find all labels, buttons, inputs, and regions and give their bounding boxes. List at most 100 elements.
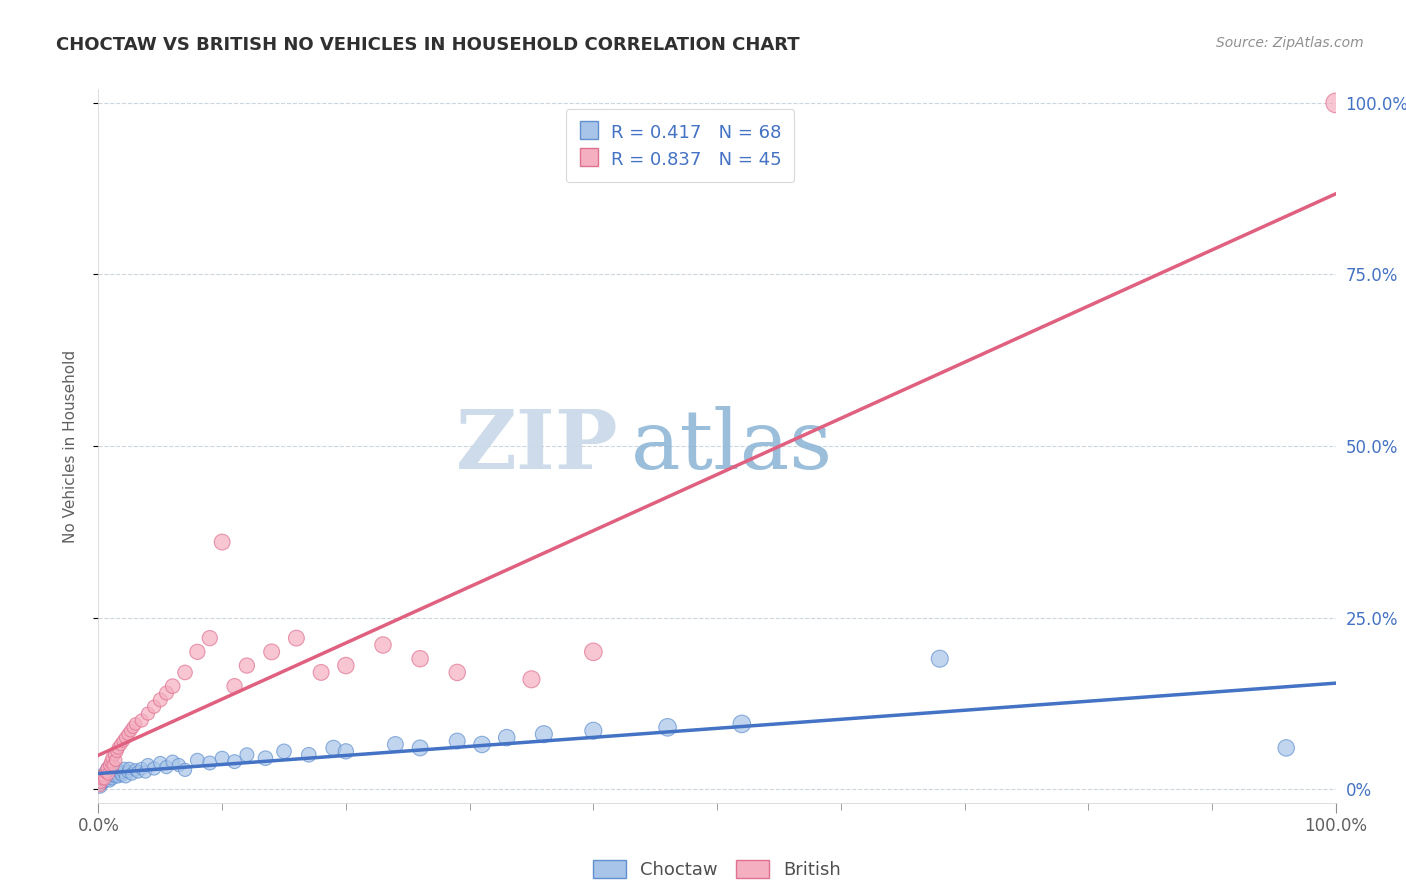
Point	[198, 631, 221, 645]
Point	[118, 762, 141, 776]
Point	[322, 740, 344, 755]
Point	[371, 638, 394, 652]
Text: CHOCTAW VS BRITISH NO VEHICLES IN HOUSEHOLD CORRELATION CHART: CHOCTAW VS BRITISH NO VEHICLES IN HOUSEH…	[56, 36, 800, 54]
Point	[298, 747, 321, 762]
Point	[96, 762, 118, 776]
Point	[143, 762, 166, 776]
Point	[98, 764, 121, 779]
Point	[93, 768, 115, 782]
Point	[93, 767, 115, 781]
Point	[224, 679, 246, 693]
Point	[124, 717, 146, 731]
Point	[112, 764, 135, 779]
Point	[110, 767, 132, 781]
Point	[93, 772, 115, 786]
Point	[136, 758, 159, 772]
Point	[103, 764, 125, 779]
Point	[254, 751, 277, 765]
Point	[103, 768, 125, 782]
Point	[90, 776, 112, 790]
Point	[167, 758, 190, 772]
Point	[471, 738, 494, 752]
Point	[100, 755, 122, 769]
Point	[101, 772, 124, 786]
Point	[117, 727, 139, 741]
Point	[582, 723, 605, 738]
Point	[198, 756, 221, 770]
Legend: Choctaw, British: Choctaw, British	[586, 853, 848, 887]
Text: ZIP: ZIP	[456, 406, 619, 486]
Point	[928, 651, 950, 665]
Point	[96, 762, 118, 776]
Point	[91, 772, 114, 786]
Point	[93, 773, 115, 788]
Point	[446, 734, 468, 748]
Point	[162, 755, 184, 769]
Point	[91, 775, 114, 789]
Point	[98, 758, 121, 772]
Point	[100, 770, 122, 784]
Point	[174, 665, 197, 680]
Point	[110, 738, 132, 752]
Point	[134, 764, 156, 779]
Point	[136, 706, 159, 721]
Point	[101, 751, 124, 765]
Text: Source: ZipAtlas.com: Source: ZipAtlas.com	[1216, 36, 1364, 50]
Point	[657, 720, 679, 734]
Point	[236, 747, 259, 762]
Point	[90, 773, 112, 788]
Point	[94, 764, 117, 779]
Point	[114, 770, 136, 784]
Point	[94, 772, 117, 786]
Point	[409, 740, 432, 755]
Point	[582, 645, 605, 659]
Point	[93, 772, 115, 786]
Point	[112, 734, 135, 748]
Point	[98, 773, 121, 788]
Point	[335, 658, 357, 673]
Point	[122, 720, 145, 734]
Y-axis label: No Vehicles in Household: No Vehicles in Household	[63, 350, 77, 542]
Point	[149, 756, 172, 770]
Point	[309, 665, 332, 680]
Point	[107, 770, 129, 784]
Point	[97, 772, 120, 786]
Point	[155, 760, 177, 774]
Point	[131, 714, 153, 728]
Point	[91, 770, 114, 784]
Point	[162, 679, 184, 693]
Point	[103, 747, 125, 762]
Point	[520, 673, 543, 687]
Point	[120, 723, 142, 738]
Point	[155, 686, 177, 700]
Point	[446, 665, 468, 680]
Point	[236, 658, 259, 673]
Point	[409, 651, 432, 665]
Point	[1275, 740, 1298, 755]
Point	[186, 645, 208, 659]
Point	[96, 770, 118, 784]
Point	[1324, 95, 1347, 110]
Text: atlas: atlas	[630, 406, 832, 486]
Point	[273, 744, 295, 758]
Point	[89, 779, 111, 793]
Point	[105, 744, 128, 758]
Point	[89, 779, 111, 793]
Point	[131, 762, 153, 776]
Point	[124, 763, 146, 777]
Point	[143, 699, 166, 714]
Point	[149, 693, 172, 707]
Point	[104, 770, 127, 784]
Point	[103, 758, 125, 772]
Point	[90, 775, 112, 789]
Point	[224, 755, 246, 769]
Point	[174, 763, 197, 777]
Point	[117, 764, 139, 779]
Point	[495, 731, 517, 745]
Point	[533, 727, 555, 741]
Point	[384, 738, 406, 752]
Point	[260, 645, 283, 659]
Point	[104, 753, 127, 767]
Point	[105, 762, 128, 776]
Point	[335, 744, 357, 758]
